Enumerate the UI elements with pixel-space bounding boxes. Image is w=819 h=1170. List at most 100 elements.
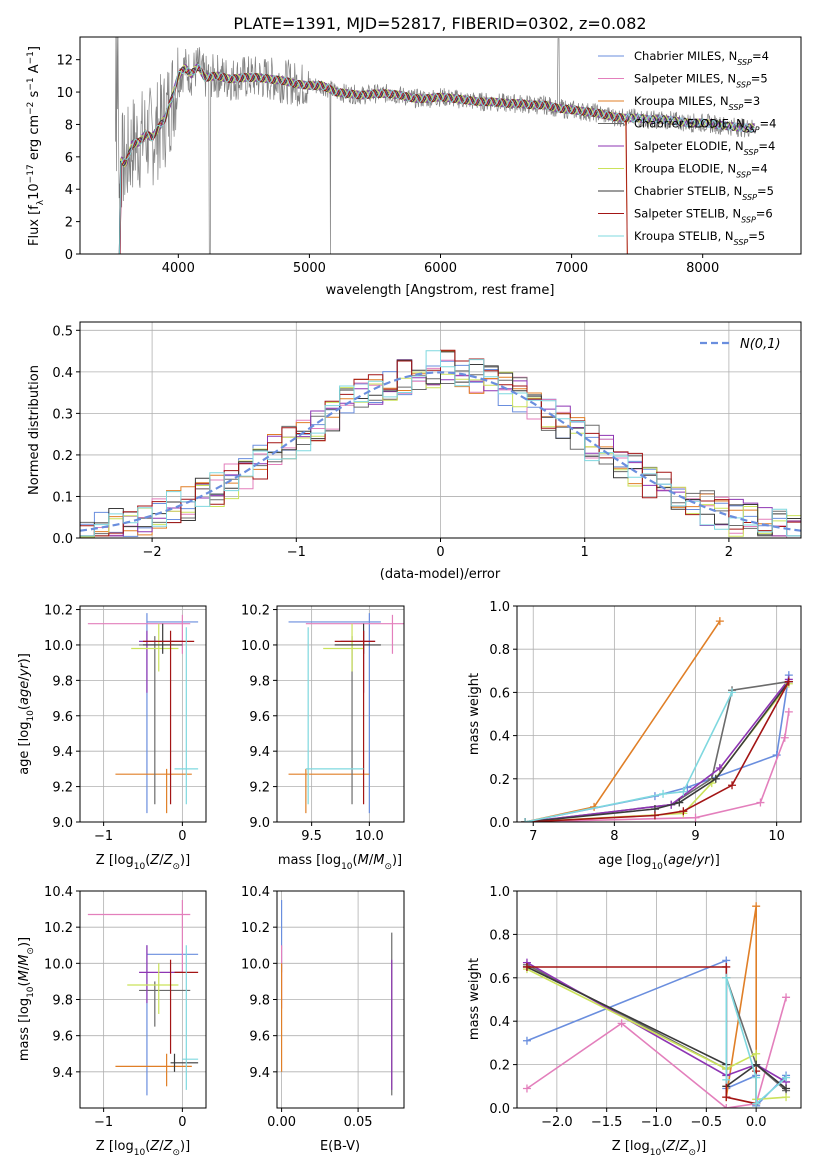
data-point-marker [722, 962, 731, 971]
plot-area [87, 900, 199, 1096]
data-point-marker [659, 789, 668, 798]
axes-frame [276, 890, 405, 1109]
series-line [525, 681, 790, 822]
series-line [525, 681, 790, 822]
data-point-marker [752, 1049, 761, 1058]
y-tick-label: 0.0 [489, 1102, 510, 1117]
x-tick-label: −1.0 [641, 1115, 673, 1130]
model-spectrum-line [116, 63, 755, 254]
axes-frame [516, 605, 802, 823]
x-tick-label: 0.00 [267, 1115, 296, 1130]
y-tick-label: 6 [65, 151, 73, 166]
gaussian-curve [80, 371, 801, 532]
y-tick-label: 0.0 [489, 816, 510, 831]
x-tick-label: −2.0 [541, 1115, 573, 1130]
y-axis-label: Normed distribution [27, 365, 42, 495]
y-tick-label: 9.6 [52, 710, 73, 725]
y-tick-label: 9.8 [52, 994, 73, 1009]
y-tick-label: 1.0 [489, 600, 510, 615]
x-tick-label: 8 [610, 829, 618, 844]
plot-area [521, 617, 793, 822]
data-point-marker [782, 993, 791, 1002]
x-axis-label: Z [log10(Z/Z⊙)] [612, 1139, 706, 1158]
y-tick-label: 10 [56, 86, 73, 101]
plot-area [80, 349, 801, 538]
legend-label: Salpeter MILES, NSSP=5 [634, 72, 768, 90]
data-point-marker [752, 1099, 761, 1108]
model-spectrum-line [117, 62, 628, 254]
y-tick-label: 9.6 [249, 1030, 270, 1045]
data-point-marker [782, 1093, 791, 1102]
y-axis-label: age [log10(age/yr)] [17, 653, 36, 775]
y-tick-label: 8 [65, 118, 73, 133]
y-tick-label: 9.4 [52, 745, 73, 760]
data-point-marker [522, 1036, 531, 1045]
legend-label: Salpeter STELIB, NSSP=6 [634, 207, 773, 225]
y-tick-label: 0.8 [489, 643, 510, 658]
data-point-marker [784, 677, 793, 686]
data-point-marker [784, 707, 793, 716]
y-tick-label: 9.4 [249, 1066, 270, 1081]
legend-label: N(0,1) [740, 337, 781, 352]
legend-label: Kroupa ELODIE, NSSP=4 [634, 162, 768, 180]
series-line [526, 997, 787, 1108]
data-point-marker [782, 1084, 791, 1093]
plot-area [522, 902, 791, 1108]
axes-frame [79, 36, 802, 255]
x-tick-label: 10 [768, 829, 785, 844]
y-tick-label: 12 [56, 54, 73, 69]
x-tick-label: 7 [529, 829, 537, 844]
y-tick-label: 10.0 [241, 957, 270, 972]
y-tick-label: 10.0 [44, 957, 73, 972]
x-tick-label: 0 [178, 1115, 186, 1130]
x-tick-label: 9 [691, 829, 699, 844]
data-point-marker [521, 818, 530, 822]
x-tick-label: 9.5 [301, 829, 322, 844]
x-tick-label: −1 [94, 1115, 113, 1130]
series-line [524, 674, 790, 822]
y-tick-label: 10.4 [241, 885, 270, 900]
data-point-marker [679, 787, 688, 796]
x-tick-label: 0.0 [746, 1115, 767, 1130]
series-line [525, 680, 789, 822]
figure-title: PLATE=1391, MJD=52817, FIBERID=0302, z=0… [233, 14, 646, 33]
x-tick-label: 10.0 [355, 829, 384, 844]
data-point-marker [650, 811, 659, 820]
x-tick-label: −2 [143, 545, 162, 560]
data-point-marker [728, 688, 737, 697]
data-point-marker [782, 1073, 791, 1082]
y-tick-label: 10.2 [44, 921, 73, 936]
x-tick-label: 0 [436, 545, 444, 560]
legend-label: Kroupa MILES, NSSP=3 [634, 94, 760, 112]
y-tick-label: 9.0 [52, 816, 73, 831]
y-tick-label: 10.2 [241, 921, 270, 936]
y-axis-label: mass weight [467, 958, 482, 1040]
data-point-marker [711, 774, 720, 783]
axes-frame [79, 890, 207, 1109]
data-point-marker [675, 798, 684, 807]
x-axis-label: mass [log10(M/M⊙)] [278, 853, 402, 872]
axes-frame [79, 605, 207, 823]
x-tick-label: 7000 [555, 261, 588, 276]
axes-frame [79, 321, 802, 539]
x-axis-label: (data-model)/error [380, 567, 501, 582]
y-tick-label: 9.6 [52, 1030, 73, 1045]
data-point-marker [679, 807, 688, 816]
model-spectrum-line [115, 66, 756, 254]
data-point-marker [780, 733, 789, 742]
data-point-marker [752, 902, 761, 911]
x-tick-label: −0.5 [691, 1115, 723, 1130]
axes-frame [276, 605, 405, 823]
plot-area [87, 613, 199, 814]
data-point-marker [617, 1019, 626, 1028]
series-line [526, 959, 787, 1108]
x-tick-label: 8000 [686, 261, 719, 276]
y-tick-label: 9.0 [249, 816, 270, 831]
x-tick-label: 2 [725, 545, 733, 560]
x-axis-label: Z [log10(Z/Z⊙)] [96, 853, 190, 872]
x-tick-label: 6000 [424, 261, 457, 276]
y-tick-label: 0.4 [489, 730, 510, 745]
data-point-marker [722, 1104, 731, 1108]
legend-label: Chabrier ELODIE, NSSP=4 [634, 117, 776, 135]
